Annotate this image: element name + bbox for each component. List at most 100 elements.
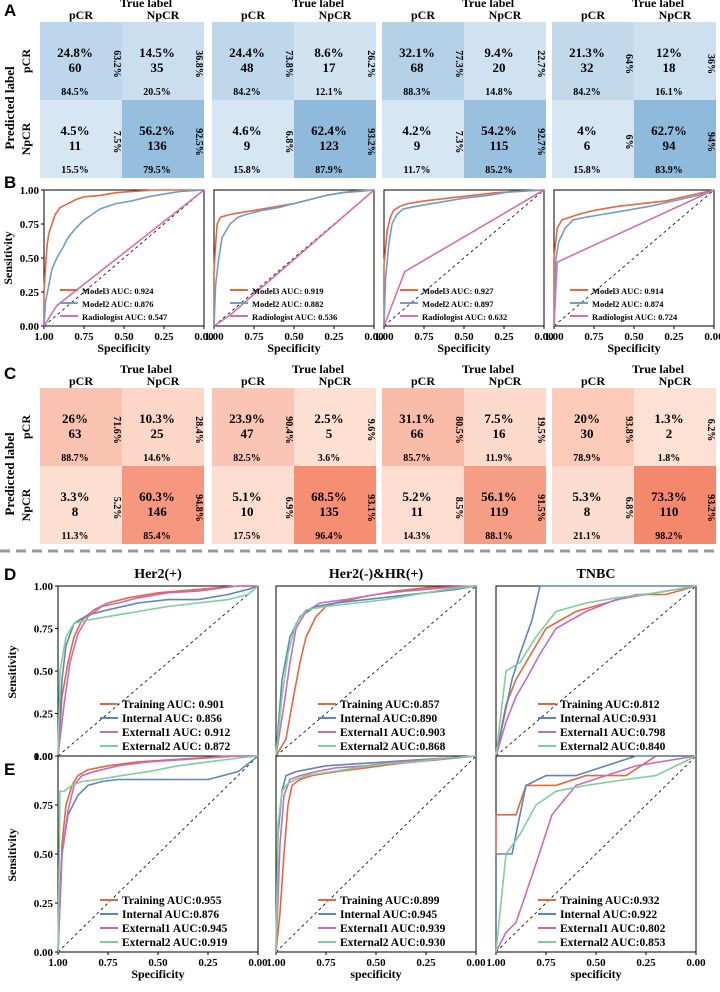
cm-c-cell-pct: 7.5% xyxy=(484,411,513,426)
cm-a-cell-pct: 24.8% xyxy=(57,45,93,60)
roc-e-1-xtick-label: 0.75 xyxy=(98,957,118,969)
roc-d-1-diagonal xyxy=(57,585,259,757)
roc-d-3-roc-internal xyxy=(495,585,696,757)
roc-e-1-xtick-label: 0.25 xyxy=(198,957,218,969)
cm-a-cell-row-pct: 7.5% xyxy=(111,131,122,154)
cm-c-col-pcr: pCR xyxy=(581,374,605,388)
cm-c-cell xyxy=(634,388,716,466)
roc-d-1-legend-entry: External2 AUC: 0.872 xyxy=(122,741,231,753)
cm-a-cell-col-pct: 11.7% xyxy=(404,165,431,176)
roc-d-1-legend-entry: Internal AUC: 0.856 xyxy=(122,713,222,725)
cm-c-cell-row-pct: 91.5% xyxy=(535,494,546,522)
roc-d-ylabel: Sensitivity xyxy=(5,645,19,698)
roc-e-1-legend-entry: External1 AUC:0.945 xyxy=(122,923,228,935)
cm-a-cell-count: 115 xyxy=(490,138,509,153)
roc-d-1-legend-entry: Training AUC: 0.901 xyxy=(122,699,225,711)
cm-c-cell-count: 66 xyxy=(411,426,425,441)
cm-a-cell-count: 60 xyxy=(69,60,82,75)
cm-c-cell-col-pct: 88.7% xyxy=(61,453,89,464)
cm-a-cell-pct: 9.4% xyxy=(484,45,513,60)
roc-b-1-xtick-label: 1.00 xyxy=(34,331,54,343)
cm-c-cell-col-pct: 85.7% xyxy=(403,453,431,464)
roc-b-2-legend-entry: Model3 AUC: 0.919 xyxy=(252,286,324,296)
roc-e-2-xtick-label: 0.00 xyxy=(466,957,486,969)
roc-e-1-xlabel: Specificity xyxy=(131,967,184,981)
cm-c-cell xyxy=(464,466,546,544)
cm-c-cell-row-pct: 6.2% xyxy=(705,419,716,442)
roc-e-3-legend-entry: Training AUC:0.932 xyxy=(560,895,660,907)
cm-a-cell xyxy=(464,100,546,178)
roc-b-2-xtick-label: 0.25 xyxy=(324,331,344,343)
roc-b-4-xtick-label: 0.25 xyxy=(664,331,684,343)
cm-c-cell-count: 11 xyxy=(411,504,423,519)
cm-a-cell-row-pct: 26.2% xyxy=(365,50,376,78)
cm-a-col-pcr: pCR xyxy=(69,8,93,22)
roc-b-2-xtick-label: 0.00 xyxy=(364,331,384,343)
cm-a-cell-pct: 4% xyxy=(577,123,597,138)
roc-b-1-ytick-label: 0.00 xyxy=(20,321,40,333)
roc-e-3-xtick-label: 0.75 xyxy=(536,957,556,969)
roc-d-1-legend-entry: External1 AUC: 0.912 xyxy=(122,727,231,739)
roc-b-4-roc-model2 xyxy=(553,189,715,327)
cm-a-cell-count: 123 xyxy=(319,138,339,153)
roc-b-4-roc-model3 xyxy=(553,189,715,326)
cm-a-col-pcr: pCR xyxy=(241,8,265,22)
cm-c-cell-pct: 5.2% xyxy=(402,489,431,504)
cm-a-cell xyxy=(212,100,294,178)
cm-a-cell-count: 35 xyxy=(151,60,165,75)
cm-a-col-npcr: NpCR xyxy=(659,8,692,22)
cm-a-col-npcr: NpCR xyxy=(147,8,180,22)
cm-c-cell-pct: 5.1% xyxy=(232,489,261,504)
roc-e-3-xlabel: specificity xyxy=(570,967,621,981)
cm-a-cell xyxy=(212,22,294,100)
cm-a-cell-col-pct: 87.9% xyxy=(315,165,343,176)
cm-c-cell-col-pct: 11.3% xyxy=(62,531,89,542)
cm-a-cell xyxy=(122,100,204,178)
cm-a-cell-pct: 4.2% xyxy=(402,123,431,138)
roc-e-2-legend-entry: External2 AUC:0.930 xyxy=(340,937,446,949)
cm-a-cell-row-pct: 7.3% xyxy=(453,131,464,154)
cm-a-cell-col-pct: 15.5% xyxy=(61,165,89,176)
cm-c-cell-col-pct: 21.1% xyxy=(573,531,601,542)
roc-d-2-legend-entry: External2 AUC:0.868 xyxy=(340,741,446,753)
roc-d-3-legend-entry: External2 AUC:0.840 xyxy=(560,741,666,753)
roc-d-3-title: TNBC xyxy=(577,567,616,582)
cm-c-cell-pct: 60.3% xyxy=(139,489,175,504)
roc-b-4-xtick-label: 0.75 xyxy=(584,331,604,343)
cm-c-cell-pct: 56.1% xyxy=(481,489,517,504)
cm-a-cell-col-pct: 83.9% xyxy=(655,165,683,176)
cm-c-cell-col-pct: 14.3% xyxy=(403,531,431,542)
cm-c-cell-pct: 2.5% xyxy=(314,411,343,426)
cm-a-cell xyxy=(634,100,716,178)
roc-e-3-roc-training xyxy=(495,755,696,952)
roc-b-3-diagonal xyxy=(383,189,545,327)
cm-a-col-npcr: NpCR xyxy=(319,8,352,22)
cm-c-cell xyxy=(122,388,204,466)
cm-a-cell-pct: 8.6% xyxy=(314,45,343,60)
roc-d-3-legend-entry: Training AUC:0.812 xyxy=(560,699,660,711)
roc-b-3-roc-radiologist xyxy=(383,189,545,327)
roc-b-1-xlabel: Specificity xyxy=(97,341,150,355)
cm-c-cell-row-pct: 8.5% xyxy=(453,497,464,520)
cm-a-cell-row-pct: 36.8% xyxy=(193,50,204,78)
roc-b-1-ytick-label: 0.75 xyxy=(20,219,40,231)
cm-c-cell-count: 119 xyxy=(490,504,509,519)
cm-a-cell-count: 9 xyxy=(414,138,421,153)
roc-d-1-roc-internal xyxy=(57,585,259,757)
cm-c-row-npcr: NpCR xyxy=(19,488,33,521)
roc-b-1-roc-model2 xyxy=(43,189,205,327)
roc-e-ylabel: Sensitivity xyxy=(5,828,19,881)
roc-b-2-legend-entry: Radiologist AUC: 0.536 xyxy=(252,312,337,322)
cm-a-cell xyxy=(40,22,122,100)
cm-a-cell-col-pct: 16.1% xyxy=(655,87,683,98)
roc-b-3-legend-entry: Model3 AUC: 0.927 xyxy=(422,286,494,296)
cm-c-cell-row-pct: 9.6% xyxy=(365,419,376,442)
cm-c-cell-col-pct: 78.9% xyxy=(573,453,601,464)
roc-e-1-legend-entry: Internal AUC:0.876 xyxy=(122,909,219,921)
cm-c-cell-count: 110 xyxy=(660,504,679,519)
cm-a-cell-col-pct: 84.2% xyxy=(233,87,261,98)
cm-c-cell xyxy=(122,466,204,544)
cm-a-cell-row-pct: 77.3% xyxy=(453,50,464,78)
cm-a-cell-col-pct: 84.2% xyxy=(573,87,601,98)
